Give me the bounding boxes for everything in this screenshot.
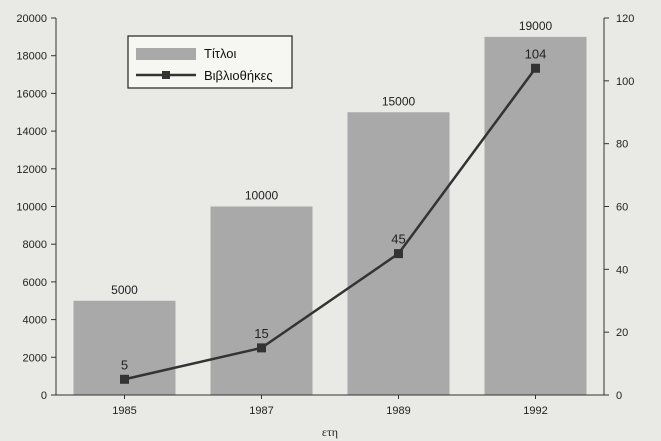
right-axis-tick-label: 120 <box>616 13 634 25</box>
legend-label-libraries: Βιβλιοθήκες <box>204 68 273 83</box>
left-axis-tick-label: 16000 <box>16 88 47 100</box>
line-series: 5 15 45 104 <box>120 46 546 384</box>
left-axis-tick-label: 4000 <box>23 315 47 327</box>
x-axis-tick-label: 1985 <box>112 405 136 417</box>
legend-label-titles: Τίτλοι <box>204 46 236 61</box>
x-axis-title: ετη <box>322 425 338 439</box>
right-y-axis: 0 20 40 60 80 100 120 <box>603 13 634 402</box>
x-axis-tick-label: 1989 <box>386 405 410 417</box>
legend-swatch-bar <box>136 48 196 60</box>
left-axis-tick-label: 14000 <box>16 126 47 138</box>
line-value-label: 5 <box>121 357 128 372</box>
bar-value-label: 5000 <box>111 283 138 297</box>
right-axis-tick-label: 0 <box>616 390 622 402</box>
left-axis-tick-label: 10000 <box>16 202 47 214</box>
right-axis-tick-label: 80 <box>616 139 628 151</box>
left-axis-tick-label: 6000 <box>23 277 47 289</box>
left-axis-tick-label: 18000 <box>16 51 47 63</box>
right-axis-tick-label: 20 <box>616 327 628 339</box>
x-axis-tick-label: 1987 <box>249 405 273 417</box>
legend: Τίτλοι Βιβλιοθήκες <box>127 35 293 89</box>
line-value-label: 104 <box>525 46 547 61</box>
right-axis-tick-label: 100 <box>616 76 634 88</box>
x-axis: 1985 1987 1989 1992 <box>56 394 604 417</box>
legend-box <box>127 35 293 89</box>
bar <box>210 206 313 395</box>
line-marker <box>257 343 266 353</box>
left-axis-tick-label: 12000 <box>16 164 47 176</box>
line-marker <box>531 63 540 73</box>
line-path <box>124 67 537 381</box>
line-marker <box>394 249 403 259</box>
bar-value-label: 10000 <box>245 189 279 203</box>
bar <box>484 36 587 395</box>
left-axis-tick-label: 0 <box>41 390 47 402</box>
left-axis-tick-label: 20000 <box>16 13 47 25</box>
right-axis-tick-label: 60 <box>616 202 628 214</box>
right-axis-tick-label: 40 <box>616 264 628 276</box>
bar-value-label: 19000 <box>519 19 553 33</box>
left-y-axis: 0 2000 4000 6000 8000 10000 12000 14000 16000 180… <box>16 13 57 402</box>
left-axis-tick-label: 8000 <box>23 239 47 251</box>
line-value-label: 15 <box>254 326 268 341</box>
legend-swatch-marker <box>162 71 170 79</box>
bar-value-label: 15000 <box>382 94 416 108</box>
x-axis-tick-label: 1992 <box>523 405 547 417</box>
left-axis-tick-label: 2000 <box>23 352 47 364</box>
line-value-label: 45 <box>391 232 405 247</box>
line-marker <box>120 374 129 384</box>
